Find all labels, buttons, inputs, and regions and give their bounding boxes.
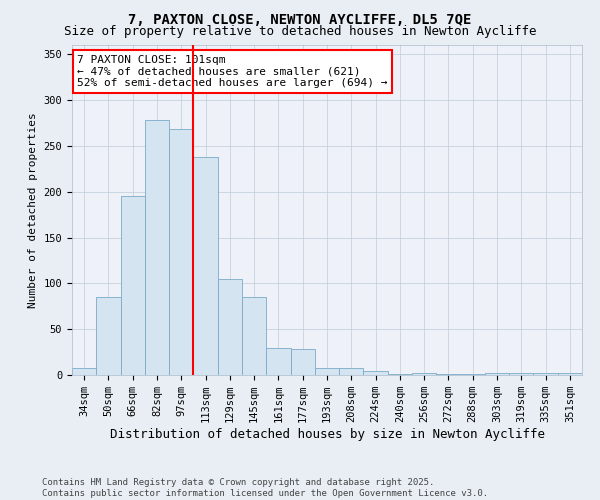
Text: Size of property relative to detached houses in Newton Aycliffe: Size of property relative to detached ho…: [64, 25, 536, 38]
Bar: [218, 279, 242, 375]
Bar: [339, 368, 364, 375]
Bar: [533, 373, 558, 375]
Bar: [72, 368, 96, 375]
Bar: [558, 373, 582, 375]
Bar: [485, 373, 509, 375]
Bar: [242, 297, 266, 375]
Bar: [461, 374, 485, 375]
Y-axis label: Number of detached properties: Number of detached properties: [28, 112, 38, 308]
Bar: [364, 372, 388, 375]
Text: Contains HM Land Registry data © Crown copyright and database right 2025.
Contai: Contains HM Land Registry data © Crown c…: [42, 478, 488, 498]
Bar: [193, 157, 218, 375]
X-axis label: Distribution of detached houses by size in Newton Aycliffe: Distribution of detached houses by size …: [110, 428, 545, 441]
Bar: [96, 297, 121, 375]
Bar: [388, 374, 412, 375]
Bar: [436, 374, 461, 375]
Bar: [412, 373, 436, 375]
Bar: [290, 350, 315, 375]
Bar: [266, 348, 290, 375]
Bar: [169, 130, 193, 375]
Text: 7, PAXTON CLOSE, NEWTON AYCLIFFE, DL5 7QE: 7, PAXTON CLOSE, NEWTON AYCLIFFE, DL5 7Q…: [128, 12, 472, 26]
Bar: [509, 373, 533, 375]
Text: 7 PAXTON CLOSE: 101sqm
← 47% of detached houses are smaller (621)
52% of semi-de: 7 PAXTON CLOSE: 101sqm ← 47% of detached…: [77, 55, 388, 88]
Bar: [145, 120, 169, 375]
Bar: [315, 368, 339, 375]
Bar: [121, 196, 145, 375]
